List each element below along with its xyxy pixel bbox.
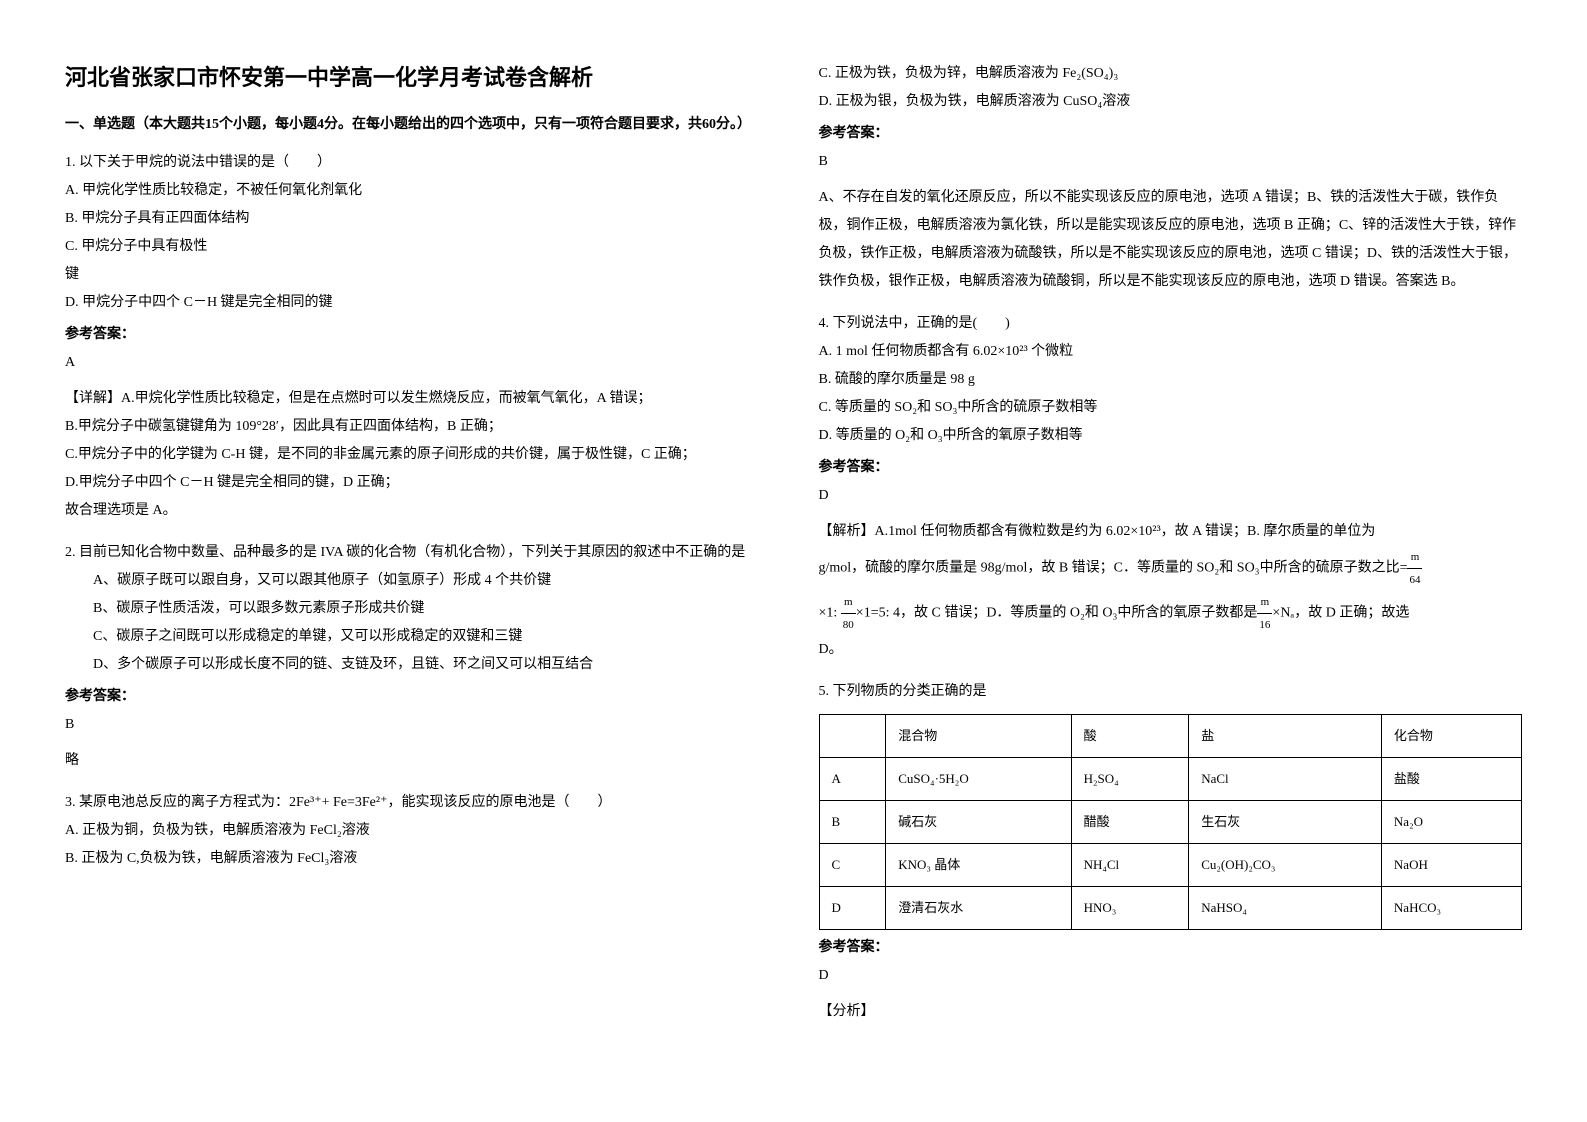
cell: HNO₃	[1071, 887, 1189, 930]
q1-optB: B. 甲烷分子具有正四面体结构	[65, 205, 769, 233]
q2-optB: B、碳原子性质活泼，可以跟多数元素原子形成共价键	[65, 595, 769, 623]
q3-stem: 3. 某原电池总反应的离子方程式为：2Fe³⁺+ Fe=3Fe²⁺，能实现该反应…	[65, 789, 769, 817]
cell: C	[819, 844, 886, 887]
q2-stem: 2. 目前已知化合物中数量、品种最多的是 IVA 碳的化合物（有机化合物），下列…	[65, 539, 769, 567]
q4-exp3c: ×Nₐ，故 D 正确；故选	[1272, 606, 1409, 621]
cell: D	[819, 887, 886, 930]
table-row: B 碱石灰 醋酸 生石灰 Na₂O	[819, 801, 1522, 844]
question-4: 4. 下列说法中，正确的是( ) A. 1 mol 任何物质都含有 6.02×1…	[819, 310, 1523, 664]
table-header-row: 混合物 酸 盐 化合物	[819, 715, 1522, 758]
question-2: 2. 目前已知化合物中数量、品种最多的是 IVA 碳的化合物（有机化合物），下列…	[65, 539, 769, 775]
table-row: D 澄清石灰水 HNO₃ NaHSO₄ NaHCO₃	[819, 887, 1522, 930]
question-3-cont: C. 正极为铁，负极为锌，电解质溶液为 Fe₂(SO₄)₃ D. 正极为银，负极…	[819, 60, 1523, 296]
q5-answer-label: 参考答案：	[819, 934, 1523, 962]
q2-optC: C、碳原子之间既可以形成稳定的单键，又可以形成稳定的双键和三键	[65, 623, 769, 651]
th-2: 酸	[1071, 715, 1189, 758]
cell: A	[819, 758, 886, 801]
question-5: 5. 下列物质的分类正确的是 混合物 酸 盐 化合物 A CuSO₄·5H₂O …	[819, 678, 1523, 1026]
q1-exp5: 故合理选项是 A。	[65, 497, 769, 525]
q1-exp2: B.甲烷分子中碳氢键键角为 109°28′，因此具有正四面体结构，B 正确；	[65, 413, 769, 441]
cell: 澄清石灰水	[886, 887, 1071, 930]
q4-exp3b: ×1=5: 4，故 C 错误；D．等质量的 O₂和 O₃中所含的氧原子数都是	[856, 606, 1258, 621]
right-column: C. 正极为铁，负极为锌，电解质溶液为 Fe₂(SO₄)₃ D. 正极为银，负极…	[794, 60, 1548, 1082]
q4-optC: C. 等质量的 SO₂和 SO₃中所含的硫原子数相等	[819, 394, 1523, 422]
q3-answer: B	[819, 148, 1523, 176]
cell: 生石灰	[1189, 801, 1382, 844]
q4-exp2: g/mol，硫酸的摩尔质量是 98g/mol，故 B 错误；C．等质量的 SO₂…	[819, 546, 1523, 591]
q5-exp: 【分析】	[819, 998, 1523, 1026]
q4-exp3: ×1: m80×1=5: 4，故 C 错误；D．等质量的 O₂和 O₃中所含的氧…	[819, 591, 1523, 636]
q4-optB: B. 硫酸的摩尔质量是 98 g	[819, 366, 1523, 394]
cell: NaHSO₄	[1189, 887, 1382, 930]
q4-answer: D	[819, 482, 1523, 510]
q5-table: 混合物 酸 盐 化合物 A CuSO₄·5H₂O H₂SO₄ NaCl 盐酸 B…	[819, 714, 1523, 930]
q4-exp2a: g/mol，硫酸的摩尔质量是 98g/mol，故 B 错误；C．等质量的 SO₂…	[819, 561, 1408, 576]
q3-optB: B. 正极为 C,负极为铁，电解质溶液为 FeCl₃溶液	[65, 845, 769, 873]
cell: 醋酸	[1071, 801, 1189, 844]
q4-optD: D. 等质量的 O₂和 O₃中所含的氧原子数相等	[819, 422, 1523, 450]
cell: KNO₃ 晶体	[886, 844, 1071, 887]
cell: Cu₂(OH)₂CO₃	[1189, 844, 1382, 887]
cell: NaCl	[1189, 758, 1382, 801]
q1-stem: 1. 以下关于甲烷的说法中错误的是（ ）	[65, 149, 769, 177]
cell: NaHCO₃	[1381, 887, 1521, 930]
cell: CuSO₄·5H₂O	[886, 758, 1071, 801]
q4-exp1: 【解析】A.1mol 任何物质都含有微粒数是约为 6.02×10²³，故 A 错…	[819, 518, 1523, 546]
q1-optA: A. 甲烷化学性质比较稳定，不被任何氧化剂氧化	[65, 177, 769, 205]
cell: Na₂O	[1381, 801, 1521, 844]
cell: H₂SO₄	[1071, 758, 1189, 801]
q1-exp1: 【详解】A.甲烷化学性质比较稳定，但是在点燃时可以发生燃烧反应，而被氧气氧化，A…	[65, 385, 769, 413]
frac-m16: m16	[1257, 591, 1272, 636]
q4-stem: 4. 下列说法中，正确的是( )	[819, 310, 1523, 338]
th-4: 化合物	[1381, 715, 1521, 758]
q4-exp4: D。	[819, 636, 1523, 664]
cell: 碱石灰	[886, 801, 1071, 844]
q3-exp: A、不存在自发的氧化还原反应，所以不能实现该反应的原电池，选项 A 错误；B、铁…	[819, 184, 1523, 296]
q2-exp: 略	[65, 747, 769, 775]
q4-exp3a: ×1:	[819, 606, 841, 621]
q3-answer-label: 参考答案：	[819, 120, 1523, 148]
frac-m80: m80	[841, 591, 856, 636]
q4-answer-label: 参考答案：	[819, 454, 1523, 482]
cell: NH₄Cl	[1071, 844, 1189, 887]
q4-optA: A. 1 mol 任何物质都含有 6.02×10²³ 个微粒	[819, 338, 1523, 366]
question-3: 3. 某原电池总反应的离子方程式为：2Fe³⁺+ Fe=3Fe²⁺，能实现该反应…	[65, 789, 769, 873]
left-column: 河北省张家口市怀安第一中学高一化学月考试卷含解析 一、单选题（本大题共15个小题…	[40, 60, 794, 1082]
q3-optD: D. 正极为银，负极为铁，电解质溶液为 CuSO₄溶液	[819, 88, 1523, 116]
frac-m64: m64	[1407, 546, 1422, 591]
q2-optA: A、碳原子既可以跟自身，又可以跟其他原子（如氢原子）形成 4 个共价键	[65, 567, 769, 595]
cell: 盐酸	[1381, 758, 1521, 801]
q2-optD: D、多个碳原子可以形成长度不同的链、支链及环，且链、环之间又可以相互结合	[65, 651, 769, 679]
question-1: 1. 以下关于甲烷的说法中错误的是（ ） A. 甲烷化学性质比较稳定，不被任何氧…	[65, 149, 769, 525]
q1-answer-label: 参考答案：	[65, 321, 769, 349]
q1-optD: D. 甲烷分子中四个 C－H 键是完全相同的键	[65, 289, 769, 317]
q1-exp3: C.甲烷分子中的化学键为 C-H 键，是不同的非金属元素的原子间形成的共价键，属…	[65, 441, 769, 469]
th-3: 盐	[1189, 715, 1382, 758]
page-title: 河北省张家口市怀安第一中学高一化学月考试卷含解析	[65, 60, 769, 92]
table-row: A CuSO₄·5H₂O H₂SO₄ NaCl 盐酸	[819, 758, 1522, 801]
q2-answer-label: 参考答案：	[65, 683, 769, 711]
cell: NaOH	[1381, 844, 1521, 887]
q2-answer: B	[65, 711, 769, 739]
section-header: 一、单选题（本大题共15个小题，每小题4分。在每小题给出的四个选项中，只有一项符…	[65, 112, 769, 137]
q1-optC2: 键	[65, 261, 769, 289]
cell: B	[819, 801, 886, 844]
q1-answer: A	[65, 349, 769, 377]
q5-answer: D	[819, 962, 1523, 990]
q3-optA: A. 正极为铜，负极为铁，电解质溶液为 FeCl₂溶液	[65, 817, 769, 845]
table-row: C KNO₃ 晶体 NH₄Cl Cu₂(OH)₂CO₃ NaOH	[819, 844, 1522, 887]
q5-stem: 5. 下列物质的分类正确的是	[819, 678, 1523, 706]
th-0	[819, 715, 886, 758]
th-1: 混合物	[886, 715, 1071, 758]
q1-optC: C. 甲烷分子中具有极性	[65, 233, 769, 261]
q1-exp4: D.甲烷分子中四个 C－H 键是完全相同的键，D 正确；	[65, 469, 769, 497]
q3-optC: C. 正极为铁，负极为锌，电解质溶液为 Fe₂(SO₄)₃	[819, 60, 1523, 88]
